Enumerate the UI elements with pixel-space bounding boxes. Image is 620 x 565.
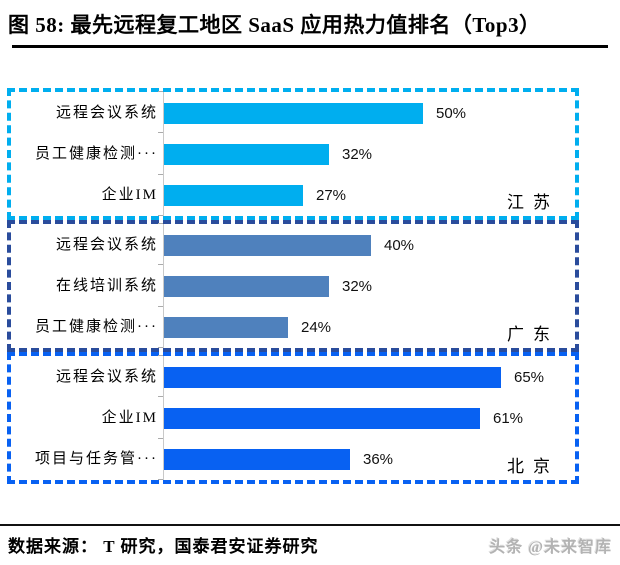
category-label: 员工健康检测··· [35, 146, 158, 162]
category-label: 远程会议系统 [55, 369, 158, 385]
axis-tick [158, 215, 163, 216]
bar [163, 185, 303, 206]
axis-tick [158, 264, 163, 266]
y-axis-line [158, 223, 164, 348]
plot-area: 远程会议系统 65% 企业IM 61% 项目与任务管··· 36% 北京 [11, 355, 575, 480]
data-source-text: 数据来源： T 研究，国泰君安证券研究 [8, 537, 319, 556]
value-label: 50% [436, 105, 467, 122]
bar [163, 235, 371, 256]
bar-track: 61% [163, 398, 575, 439]
plot-area: 远程会议系统 50% 员工健康检测··· 32% 企业IM 27% 江苏 [11, 91, 575, 216]
axis-tick [158, 91, 163, 92]
bar [163, 103, 423, 124]
axis-tick [158, 396, 163, 398]
chart-groups: 远程会议系统 50% 员工健康检测··· 32% 企业IM 27% 江苏 远程会议系统 40% 在… [0, 88, 620, 484]
page-title: 图 58: 最先远程复工地区 SaaS 应用热力值排名（Top3） [8, 13, 541, 37]
value-label: 32% [342, 278, 373, 295]
value-label: 32% [342, 146, 373, 163]
category-label: 企业IM [101, 187, 158, 203]
category-label: 远程会议系统 [55, 105, 158, 121]
bar [163, 276, 329, 297]
bar-track: 32% [163, 266, 575, 307]
header: 图 58: 最先远程复工地区 SaaS 应用热力值排名（Top3） [0, 0, 620, 48]
category-label: 员工健康检测··· [35, 319, 158, 335]
bar-track: 40% [163, 225, 575, 266]
bar-row: 在线培训系统 32% [11, 266, 575, 307]
footer-divider [0, 524, 620, 526]
region-group-3: 远程会议系统 65% 企业IM 61% 项目与任务管··· 36% 北京 [7, 352, 579, 484]
bar [163, 367, 501, 388]
axis-tick [158, 347, 163, 348]
footer: 数据来源： T 研究，国泰君安证券研究 头条 @未来智库 [0, 524, 620, 565]
category-label: 在线培训系统 [55, 278, 158, 294]
bar-track: 36% [163, 439, 575, 480]
axis-tick [158, 132, 163, 134]
axis-tick [158, 479, 163, 480]
bar-row: 企业IM 61% [11, 398, 575, 439]
y-axis-line [158, 91, 164, 216]
bar-row: 远程会议系统 50% [11, 93, 575, 134]
axis-tick [158, 173, 163, 175]
category-label: 企业IM [101, 410, 158, 426]
saas-heat-chart: 远程会议系统 50% 员工健康检测··· 32% 企业IM 27% 江苏 远程会议系统 40% 在… [0, 88, 620, 484]
bar [163, 317, 288, 338]
region-group-2: 远程会议系统 40% 在线培训系统 32% 员工健康检测··· 24% 广东 [7, 220, 579, 352]
bar [163, 144, 329, 165]
bar-row: 员工健康检测··· 32% [11, 134, 575, 175]
value-label: 61% [493, 410, 524, 427]
bar-row: 员工健康检测··· 24% [11, 307, 575, 348]
region-label: 广东 [507, 325, 559, 344]
axis-tick [158, 437, 163, 439]
value-label: 36% [363, 451, 394, 468]
category-label: 远程会议系统 [55, 237, 158, 253]
bar-track: 27% [163, 175, 575, 216]
bar-track: 65% [163, 357, 575, 398]
axis-tick [158, 223, 163, 224]
bar-row: 企业IM 27% [11, 175, 575, 216]
region-group-1: 远程会议系统 50% 员工健康检测··· 32% 企业IM 27% 江苏 [7, 88, 579, 220]
bar-track: 50% [163, 93, 575, 134]
axis-tick [158, 305, 163, 307]
bar [163, 408, 480, 429]
bar [163, 449, 350, 470]
category-label: 项目与任务管··· [35, 451, 158, 467]
bar-track: 32% [163, 134, 575, 175]
y-axis-line [158, 355, 164, 480]
region-label: 北京 [507, 457, 559, 476]
value-label: 27% [316, 187, 347, 204]
watermark-text: 头条 @未来智库 [489, 538, 612, 556]
bar-track: 24% [163, 307, 575, 348]
bar-row: 项目与任务管··· 36% [11, 439, 575, 480]
value-label: 24% [301, 319, 332, 336]
title-underline [12, 45, 608, 48]
axis-tick [158, 355, 163, 356]
bar-row: 远程会议系统 40% [11, 225, 575, 266]
region-label: 江苏 [507, 193, 559, 212]
value-label: 65% [514, 369, 545, 386]
plot-area: 远程会议系统 40% 在线培训系统 32% 员工健康检测··· 24% 广东 [11, 223, 575, 348]
value-label: 40% [384, 237, 415, 254]
bar-row: 远程会议系统 65% [11, 357, 575, 398]
